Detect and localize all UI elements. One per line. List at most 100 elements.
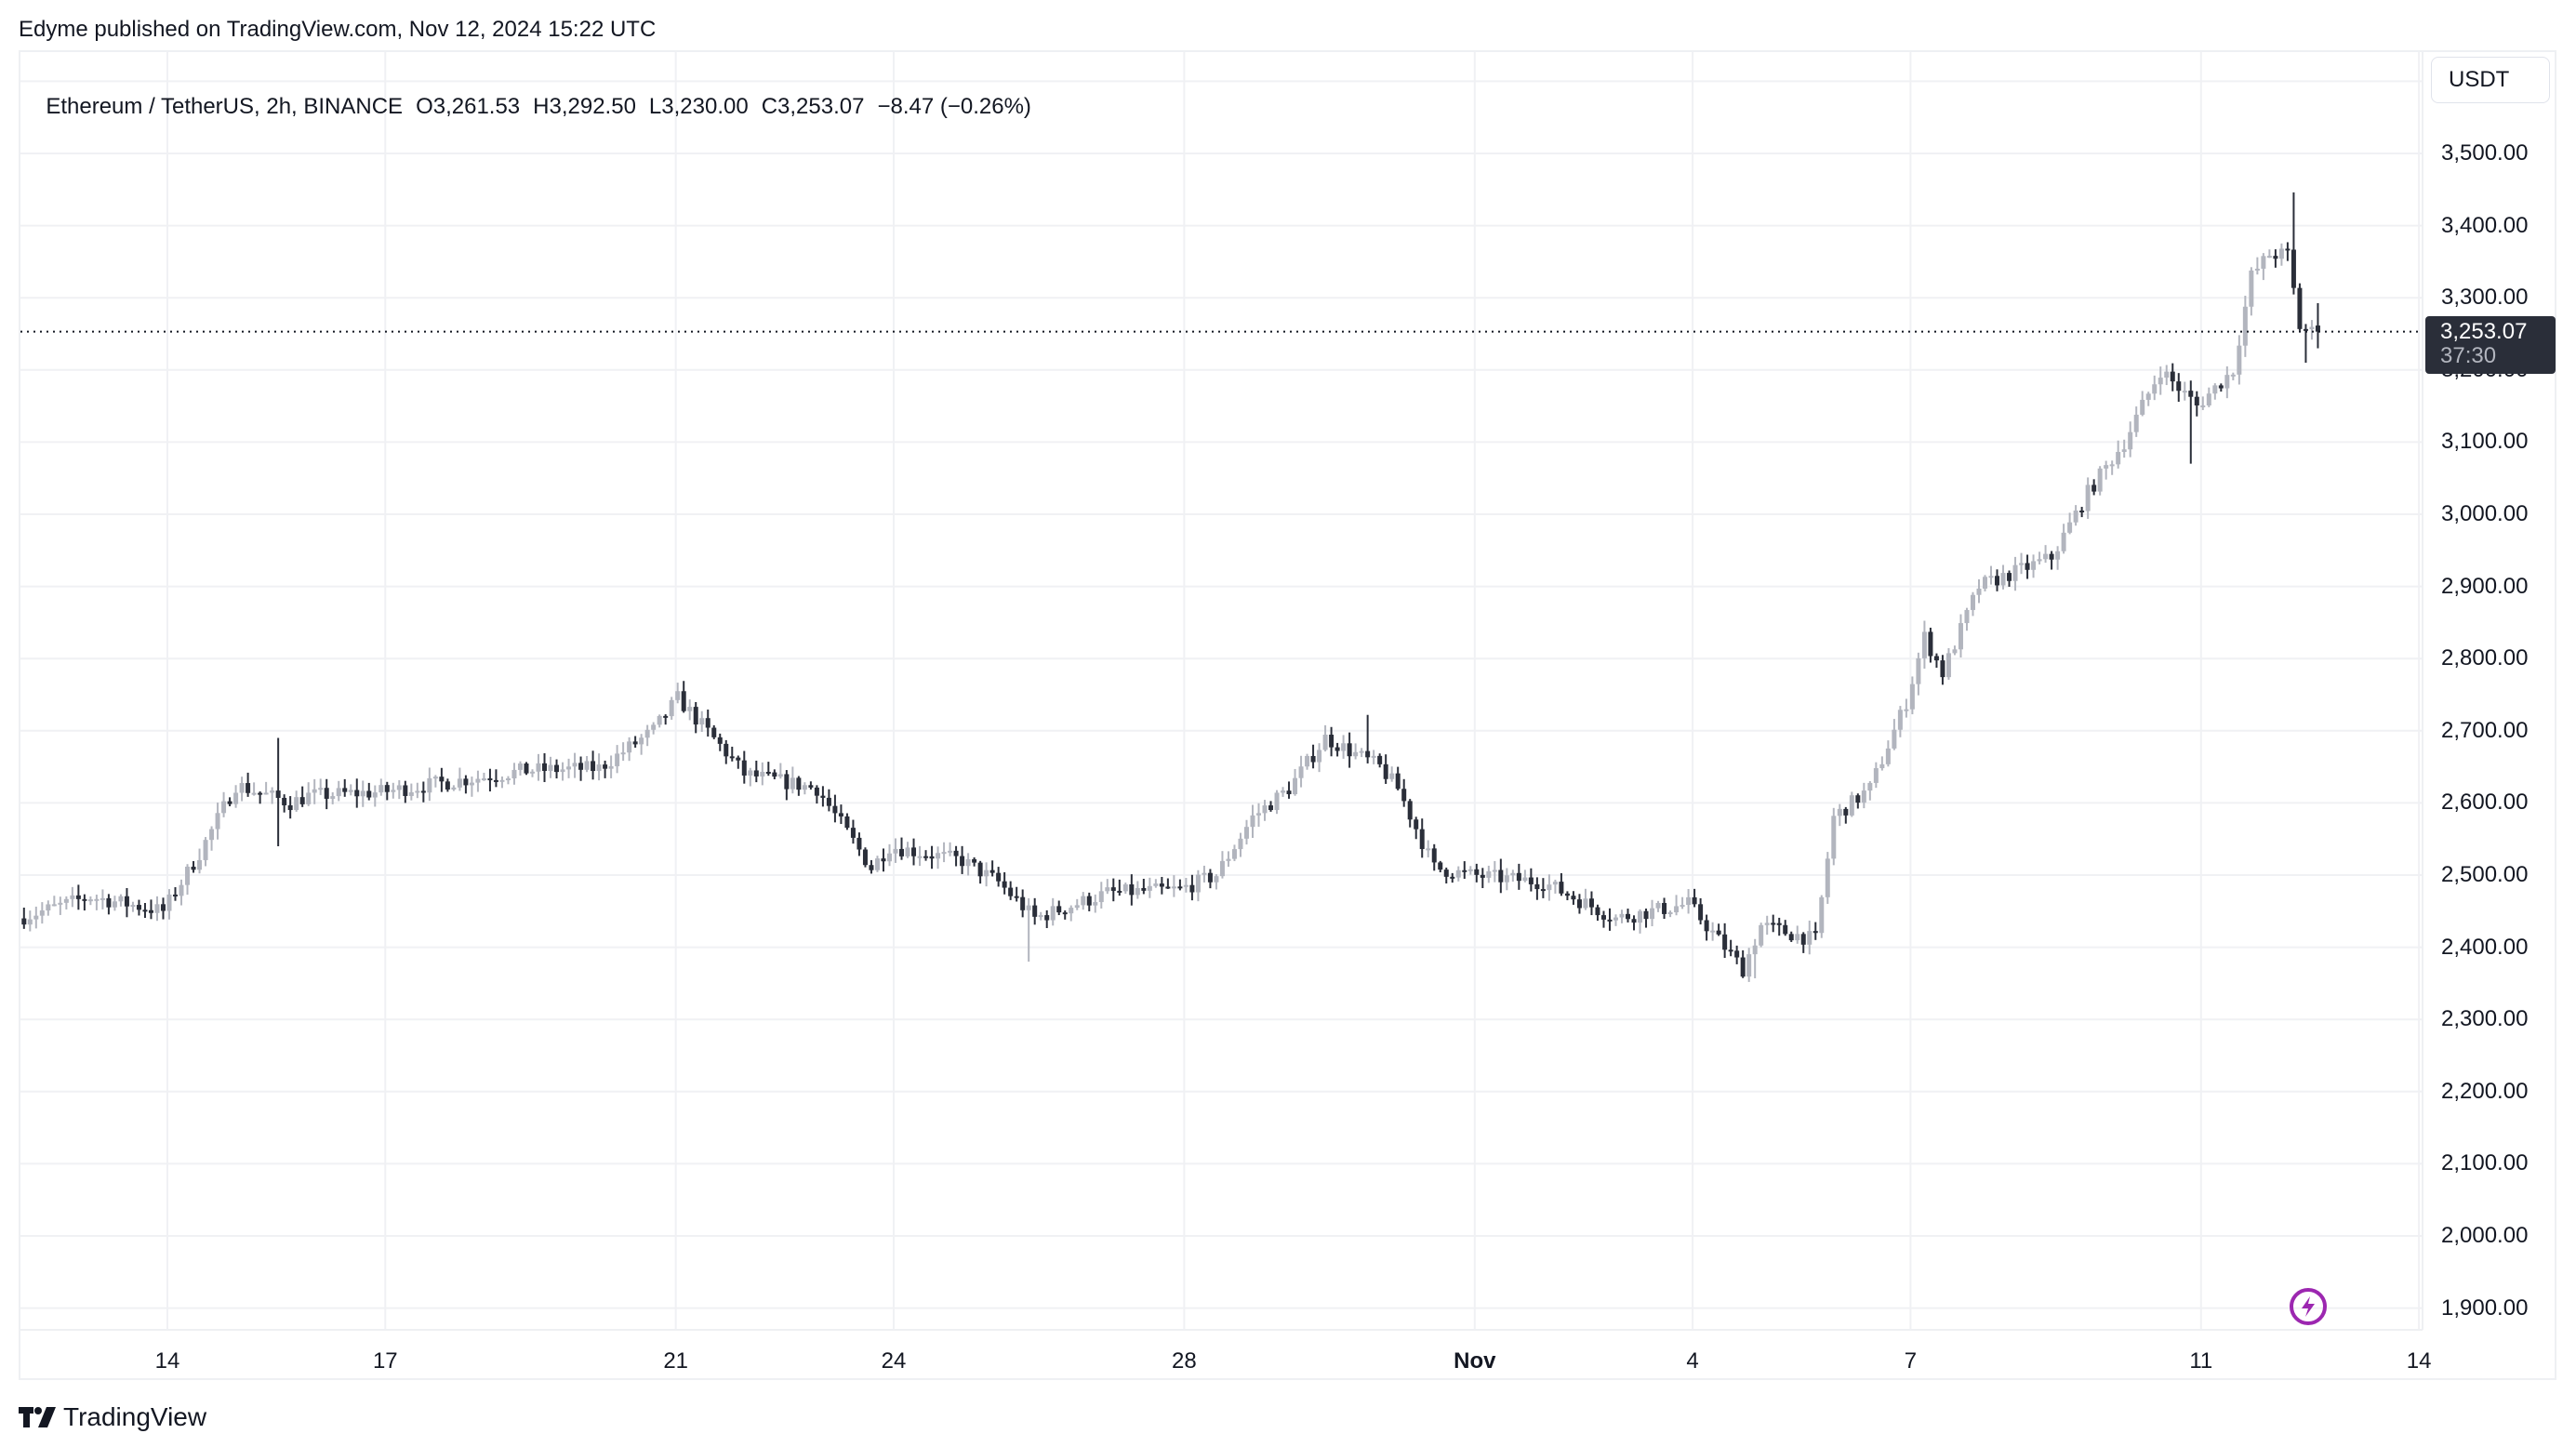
down-candle bbox=[1189, 884, 1195, 893]
down-candle bbox=[354, 790, 360, 797]
up-candle bbox=[2133, 414, 2139, 432]
up-candle bbox=[427, 777, 432, 793]
up-candle bbox=[100, 897, 105, 900]
up-candle bbox=[306, 792, 312, 804]
up-candle bbox=[1098, 891, 1104, 903]
down-candle bbox=[1855, 795, 1861, 803]
currency-unit-button[interactable]: USDT bbox=[2431, 57, 2550, 103]
up-candle bbox=[27, 919, 33, 925]
up-candle bbox=[2073, 511, 2078, 523]
up-candle bbox=[1897, 710, 1903, 730]
up-candle bbox=[63, 898, 69, 903]
symbol-title: Ethereum / TetherUS, 2h, BINANCE bbox=[46, 94, 404, 119]
up-candle bbox=[1807, 931, 1812, 945]
down-candle bbox=[1783, 924, 1788, 935]
down-candle bbox=[1740, 957, 1746, 977]
down-candle bbox=[2007, 573, 2012, 581]
up-candle bbox=[1353, 751, 1359, 757]
time-tick-label: 11 bbox=[2189, 1348, 2213, 1374]
up-candle bbox=[1680, 905, 1685, 908]
up-candle bbox=[2037, 559, 2042, 562]
down-candle bbox=[578, 763, 584, 770]
up-candle bbox=[1613, 917, 1618, 921]
time-tick-label: 24 bbox=[881, 1348, 907, 1374]
lightning-bolt-icon[interactable] bbox=[2290, 1288, 2327, 1325]
up-candle bbox=[596, 764, 602, 772]
down-candle bbox=[663, 715, 669, 718]
down-candle bbox=[524, 763, 529, 774]
up-candle bbox=[408, 791, 414, 796]
up-candle bbox=[1262, 805, 1268, 814]
up-candle bbox=[2097, 468, 2103, 492]
up-candle bbox=[2266, 256, 2272, 259]
down-candle bbox=[1159, 883, 1164, 887]
down-candle bbox=[136, 905, 141, 910]
down-candle bbox=[1329, 735, 1334, 748]
up-candle bbox=[1831, 816, 1837, 859]
down-candle bbox=[2273, 256, 2278, 259]
down-candle bbox=[814, 787, 819, 796]
down-candle bbox=[1812, 931, 1818, 934]
up-candle bbox=[1970, 594, 1975, 610]
down-candle bbox=[1347, 743, 1352, 757]
up-candle bbox=[627, 741, 632, 753]
up-candle bbox=[1202, 872, 1207, 875]
down-candle bbox=[1177, 886, 1183, 889]
publisher-line: Edyme published on TradingView.com, Nov … bbox=[19, 17, 657, 42]
up-candle bbox=[166, 894, 172, 911]
down-candle bbox=[693, 707, 698, 725]
down-candle bbox=[124, 896, 129, 907]
down-candle bbox=[1474, 869, 1480, 875]
price-tick-label: 3,300.00 bbox=[2441, 285, 2529, 311]
up-candle bbox=[1667, 912, 1673, 915]
up-candle bbox=[620, 752, 626, 755]
up-candle bbox=[112, 901, 117, 908]
up-candle bbox=[687, 707, 693, 711]
down-candle bbox=[463, 778, 469, 786]
down-candle bbox=[2176, 381, 2182, 392]
down-candle bbox=[1600, 915, 1606, 920]
up-candle bbox=[1153, 883, 1159, 886]
down-candle bbox=[2025, 563, 2030, 570]
down-candle bbox=[911, 847, 917, 856]
up-candle bbox=[802, 785, 807, 790]
price-tick-label: 2,700.00 bbox=[2441, 717, 2529, 743]
up-candle bbox=[179, 884, 184, 896]
down-candle bbox=[287, 804, 293, 811]
down-candle bbox=[1734, 950, 1740, 958]
up-candle bbox=[1486, 870, 1492, 878]
up-candle bbox=[1547, 884, 1552, 891]
down-candle bbox=[1722, 934, 1728, 950]
up-candle bbox=[639, 737, 644, 745]
up-candle bbox=[1195, 874, 1201, 893]
legend-close: C3,253.07 bbox=[761, 94, 865, 119]
down-candle bbox=[1564, 893, 1570, 896]
up-candle bbox=[584, 761, 590, 770]
down-candle bbox=[75, 895, 81, 899]
bar-countdown: 37:30 bbox=[2440, 343, 2497, 368]
down-candle bbox=[227, 801, 232, 804]
up-candle bbox=[2128, 431, 2133, 450]
tradingview-logo[interactable]: TradingView bbox=[19, 1402, 206, 1432]
down-candle bbox=[542, 763, 548, 771]
up-candle bbox=[197, 859, 203, 870]
down-candle bbox=[1662, 902, 1667, 914]
up-candle bbox=[270, 790, 275, 793]
down-candle bbox=[717, 737, 723, 744]
up-candle bbox=[2224, 375, 2230, 389]
up-candle bbox=[886, 853, 892, 862]
up-candle bbox=[651, 724, 657, 730]
down-candle bbox=[1692, 896, 1697, 905]
up-candle bbox=[1552, 882, 1558, 885]
up-candle bbox=[1819, 896, 1825, 934]
legend-open: O3,261.53 bbox=[416, 94, 521, 119]
down-candle bbox=[1516, 872, 1521, 882]
down-candle bbox=[1800, 934, 1806, 945]
time-tick-label: 14 bbox=[2406, 1348, 2432, 1374]
down-candle bbox=[1995, 576, 2000, 586]
down-candle bbox=[1480, 874, 1485, 878]
down-candle bbox=[753, 770, 759, 777]
down-candle bbox=[729, 756, 735, 759]
down-candle bbox=[299, 797, 305, 804]
